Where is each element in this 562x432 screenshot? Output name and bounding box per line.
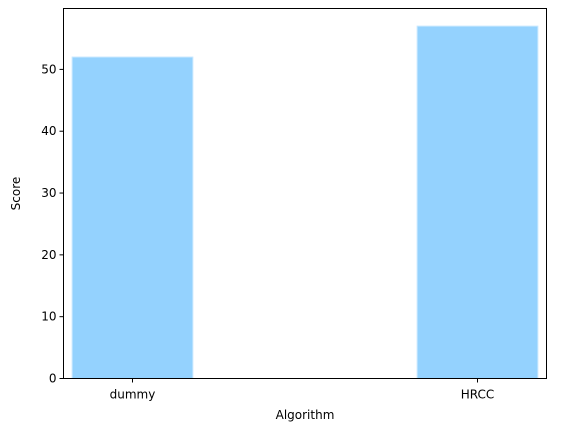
- x-axis-ticks: dummy HRCC: [110, 378, 495, 402]
- x-tick-label: dummy: [110, 388, 156, 402]
- y-tick-label: 0: [49, 372, 57, 386]
- y-tick-label: 10: [41, 310, 56, 324]
- x-tick-label: HRCC: [461, 388, 495, 402]
- y-tick-label: 30: [41, 186, 56, 200]
- bar-dummy: [71, 56, 194, 379]
- y-tick-label: 40: [41, 124, 56, 138]
- y-tick-label: 50: [41, 62, 56, 76]
- y-tick-label: 20: [41, 248, 56, 262]
- plot-frame: [63, 8, 547, 379]
- y-axis-label: Score: [9, 177, 23, 211]
- bars-group: [71, 25, 539, 379]
- bar-hrcc: [416, 25, 539, 379]
- x-axis-label: Algorithm: [276, 408, 335, 422]
- y-axis-ticks: 0 10 20 30 40 50: [41, 62, 64, 386]
